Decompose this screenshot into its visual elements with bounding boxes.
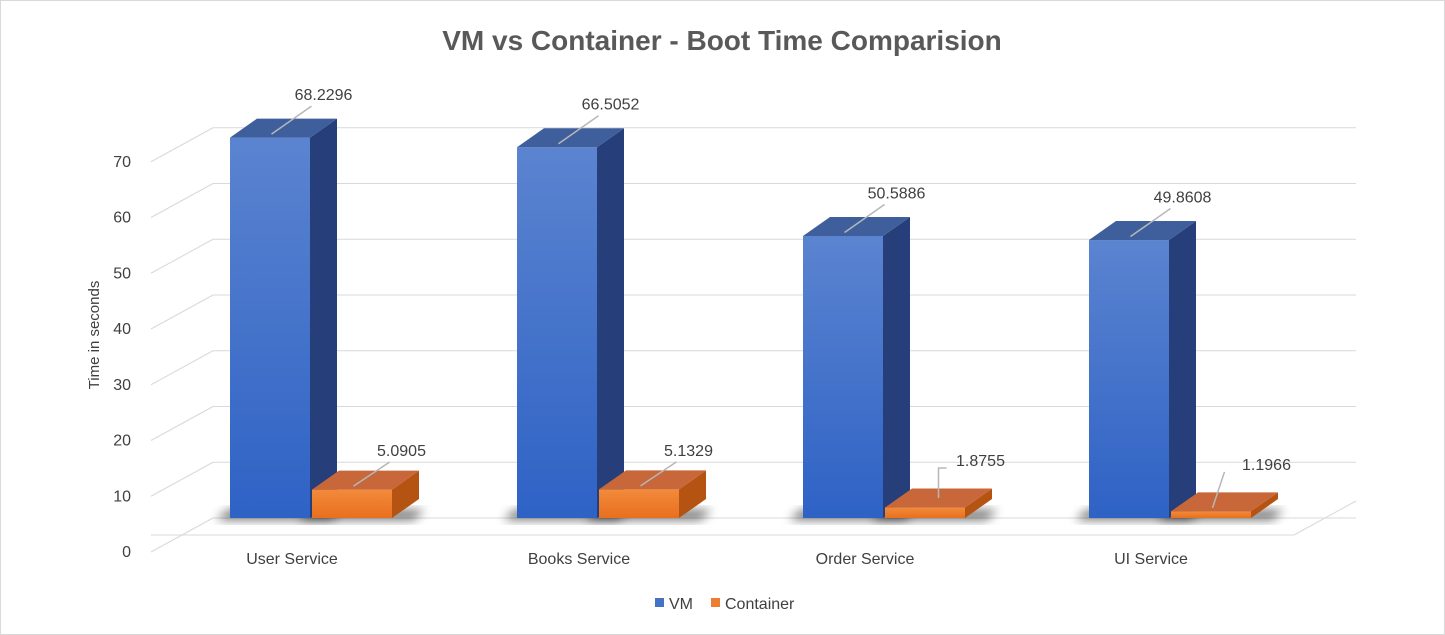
data-label-vm-2: 66.5052 [582, 97, 640, 114]
bar-side-container-2 [679, 470, 706, 518]
legend-swatch-container [711, 598, 720, 607]
y-tick-label: 60 [113, 210, 131, 227]
bar-top-container-4 [1171, 492, 1278, 512]
gridline-side [150, 294, 214, 330]
y-axis-label: Time in seconds [86, 281, 103, 390]
legend-label-vm: VM [669, 596, 693, 613]
y-tick-label: 70 [113, 154, 131, 171]
x-tick-label: UI Service [1114, 551, 1188, 568]
data-label-leader [353, 461, 390, 487]
bar-front-container-3 [885, 507, 965, 518]
bar-side-container-3 [965, 488, 992, 518]
data-label-leader [844, 203, 885, 234]
bar-top-container-1 [312, 470, 419, 490]
x-axis-tick-labels: User Service Books Service Order Service UI… [246, 551, 1188, 568]
gridline-side [150, 350, 214, 386]
bar-front-container-1 [312, 489, 392, 518]
data-label-container-4: 1.1966 [1242, 457, 1291, 474]
bars [230, 118, 1278, 518]
legend: VM Container [655, 596, 795, 613]
gridline-side [150, 406, 214, 441]
data-label-vm-3: 50.5886 [868, 185, 926, 202]
bar-front-vm-4 [1089, 240, 1169, 518]
data-label-container-2: 5.1329 [664, 443, 713, 460]
bar-front-vm-3 [803, 235, 883, 518]
legend-swatch-vm [655, 598, 664, 607]
data-labels: 68.2296 5.0905 66.5052 5.1329 50.5886 1.8755 4… [271, 87, 1291, 509]
y-tick-label: 50 [113, 265, 131, 282]
y-tick-label: 20 [113, 433, 131, 450]
y-tick-label: 40 [113, 321, 131, 338]
chart-title: VM vs Container - Boot Time Comparision [442, 25, 1002, 56]
y-tick-label: 0 [122, 544, 131, 561]
y-axis-tick-labels: 0 10 20 30 40 50 60 70 [113, 154, 131, 561]
bar-top-container-2 [599, 470, 706, 490]
data-label-leader [1211, 471, 1226, 509]
bar-front-container-2 [599, 489, 679, 518]
data-label-vm-4: 49.8608 [1154, 190, 1212, 207]
bar-front-container-4 [1171, 511, 1251, 518]
bar-front-vm-2 [517, 147, 597, 518]
data-label-vm-1: 68.2296 [295, 87, 353, 104]
bar-side-vm-4 [1169, 221, 1196, 518]
floor-side-edge [1293, 500, 1357, 536]
bar-top-vm-3 [803, 216, 910, 236]
gridline-side [150, 127, 214, 163]
bar-top-vm-2 [517, 128, 624, 148]
gridlines [150, 127, 1357, 553]
data-label-container-3: 1.8755 [956, 453, 1005, 470]
bar-side-container-1 [392, 470, 419, 518]
legend-label-container: Container [725, 596, 795, 613]
gridline-side [150, 238, 214, 274]
data-label-leader [1130, 207, 1171, 238]
data-label-leader [937, 467, 947, 499]
data-label-leader [640, 461, 677, 487]
data-label-leader [558, 115, 599, 145]
bar-side-vm-2 [597, 128, 624, 518]
gridline-side [150, 183, 214, 218]
bar-top-vm-4 [1089, 221, 1196, 241]
data-label-container-1: 5.0905 [377, 443, 426, 460]
y-tick-label: 10 [113, 488, 131, 505]
x-tick-label: Order Service [816, 551, 915, 568]
x-tick-label: User Service [246, 551, 338, 568]
bar-side-vm-3 [883, 216, 910, 518]
bar-front-vm-1 [230, 137, 310, 518]
gridline-side [150, 461, 214, 497]
bar-side-container-4 [1251, 492, 1278, 518]
bar-top-vm-1 [230, 118, 337, 138]
x-tick-label: Books Service [528, 551, 630, 568]
data-label-leader [271, 105, 312, 135]
y-tick-label: 30 [113, 377, 131, 394]
bar-side-vm-1 [310, 118, 337, 518]
